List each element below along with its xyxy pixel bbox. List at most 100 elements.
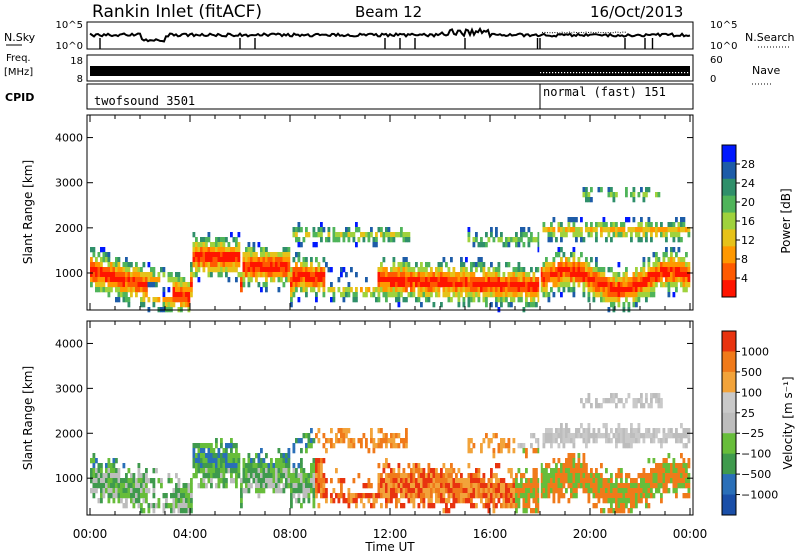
- heatmap-cell: [115, 282, 118, 288]
- heatmap-cell: [97, 463, 101, 469]
- heatmap-cell: [485, 282, 488, 288]
- heatmap-cell: [265, 483, 268, 489]
- heatmap-cell: [657, 267, 661, 273]
- heatmap-cell: [437, 282, 441, 288]
- heatmap-cell: [435, 498, 438, 504]
- heatmap-cell: [527, 493, 531, 499]
- heatmap-cell: [130, 483, 133, 489]
- heatmap-cell: [255, 468, 258, 474]
- heatmap-cell: [487, 237, 491, 243]
- heatmap-cell: [635, 272, 638, 278]
- heatmap-cell: [535, 287, 538, 293]
- heatmap-cell: [612, 493, 616, 499]
- heatmap-cell: [392, 272, 396, 278]
- heatmap-cell: [262, 473, 266, 479]
- heatmap-cell: [180, 508, 183, 514]
- heatmap-cell: [280, 463, 283, 469]
- heatmap-cell: [267, 252, 271, 258]
- heatmap-cell: [242, 473, 246, 479]
- heatmap-cell: [475, 292, 478, 298]
- heatmap-cell: [667, 267, 671, 273]
- heatmap-cell: [337, 493, 341, 499]
- heatmap-cell: [202, 262, 206, 268]
- heatmap-cell: [212, 463, 216, 469]
- heatmap-cell: [222, 247, 226, 253]
- heatmap-cell: [680, 433, 683, 439]
- heatmap-cell: [637, 272, 641, 278]
- heatmap-cell: [655, 478, 658, 484]
- heatmap-cell: [567, 458, 571, 464]
- heatmap-cell: [300, 468, 303, 474]
- heatmap-cell: [367, 232, 371, 238]
- heatmap-cell: [450, 277, 453, 283]
- heatmap-cell: [617, 433, 621, 439]
- heatmap-cell: [385, 443, 388, 449]
- colorbar-swatch: [722, 280, 736, 298]
- heatmap-cell: [395, 488, 398, 494]
- heatmap-cell: [232, 463, 236, 469]
- heatmap-cell: [282, 252, 286, 258]
- heatmap-cell: [100, 267, 103, 273]
- heatmap-cell: [542, 222, 546, 228]
- heatmap-cell: [430, 277, 433, 283]
- heatmap-cell: [562, 478, 566, 484]
- heatmap-cell: [257, 242, 261, 248]
- heatmap-cell: [340, 433, 343, 439]
- colorbar-swatch: [722, 474, 736, 496]
- heatmap-cell: [530, 483, 533, 489]
- heatmap-cell: [470, 488, 473, 494]
- heatmap-cell: [465, 478, 468, 484]
- freq-panel-frame: [86, 54, 694, 82]
- heatmap-cell: [637, 438, 641, 444]
- heatmap-cell: [382, 292, 386, 298]
- heatmap-cell: [100, 483, 103, 489]
- heatmap-cell: [585, 272, 588, 278]
- heatmap-cell: [195, 272, 198, 278]
- heatmap-cell: [517, 493, 521, 499]
- heatmap-cell: [405, 478, 408, 484]
- heatmap-cell: [235, 448, 238, 454]
- heatmap-cell: [315, 478, 318, 484]
- heatmap-cell: [395, 503, 398, 509]
- heatmap-cell: [665, 277, 668, 283]
- heatmap-cell: [645, 277, 648, 283]
- heatmap-cell: [227, 262, 231, 268]
- heatmap-cell: [282, 257, 286, 263]
- heatmap-cell: [92, 277, 96, 283]
- heatmap-cell: [272, 463, 276, 469]
- heatmap-cell: [575, 483, 578, 489]
- heatmap-cell: [377, 227, 381, 233]
- heatmap-cell: [462, 272, 466, 278]
- heatmap-cell: [337, 277, 341, 283]
- heatmap-cell: [322, 488, 326, 494]
- heatmap-cell: [582, 292, 586, 298]
- heatmap-cell: [537, 443, 541, 449]
- heatmap-cell: [660, 232, 663, 238]
- heatmap-cell: [242, 272, 246, 278]
- freq-tick-bottom: 8: [77, 74, 83, 85]
- heatmap-cell: [590, 277, 593, 283]
- heatmap-cell: [682, 493, 686, 499]
- heatmap-cell: [125, 292, 128, 298]
- heatmap-cell: [640, 277, 643, 283]
- heatmap-cell: [287, 277, 291, 283]
- heatmap-cell: [500, 448, 503, 454]
- heatmap-cell: [380, 267, 383, 273]
- heatmap-cell: [467, 302, 471, 308]
- heatmap-cell: [177, 503, 181, 509]
- heatmap-cell: [405, 473, 408, 479]
- heatmap-cell: [135, 267, 138, 273]
- heatmap-cell: [585, 192, 588, 198]
- heatmap-cell: [422, 292, 426, 298]
- colorbar-frame: [721, 330, 737, 516]
- heatmap-cell: [197, 252, 201, 258]
- heatmap-cell: [472, 282, 476, 288]
- heatmap-cell: [440, 478, 443, 484]
- heatmap-cell: [665, 267, 668, 273]
- heatmap-cell: [92, 262, 96, 268]
- heatmap-cell: [485, 503, 488, 509]
- heatmap-cell: [247, 262, 251, 268]
- heatmap-cell: [195, 252, 198, 258]
- heatmap-cell: [355, 292, 358, 298]
